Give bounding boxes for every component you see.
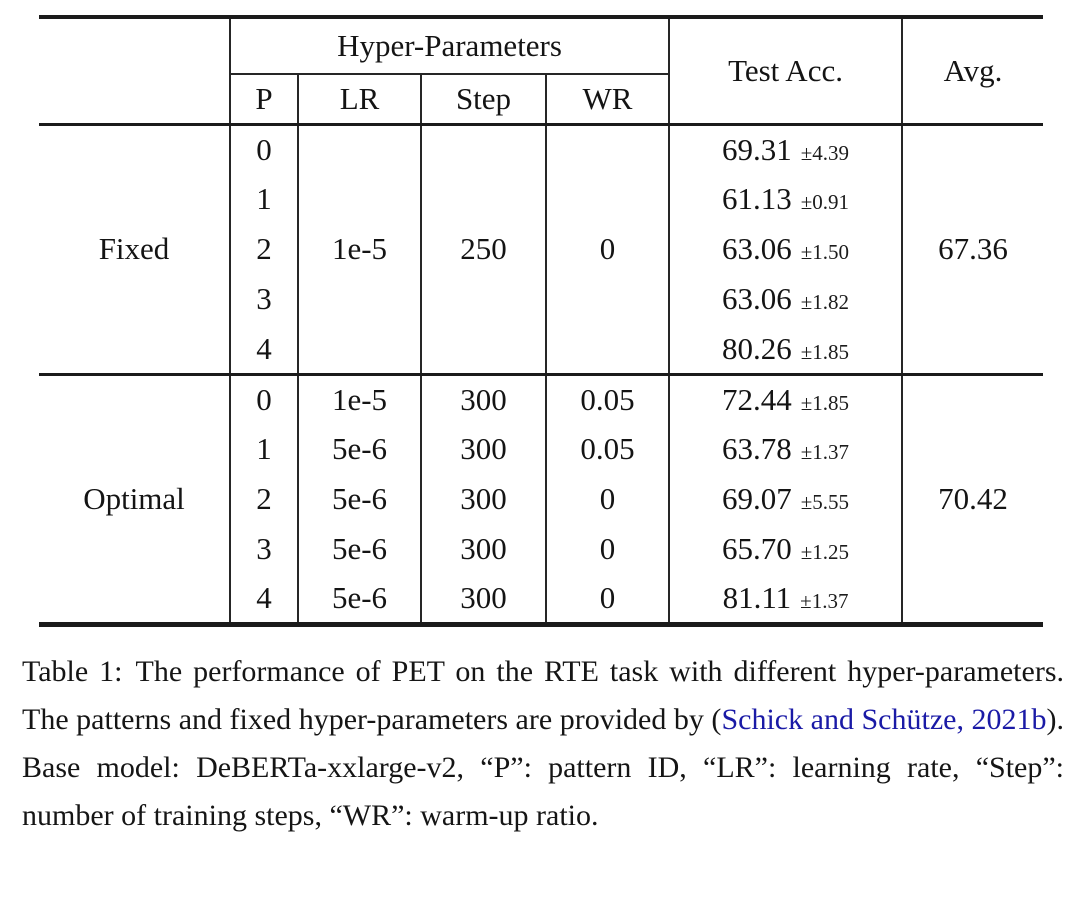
cell-p: 1 — [229, 424, 298, 474]
table-row: Fixed 0 1e-5 250 0 69.31 ±4.39 67.36 — [39, 124, 1044, 374]
cell-step: 300 — [420, 374, 546, 424]
cell-test-acc: 72.44 ±1.85 — [668, 374, 903, 424]
citation-authors-link[interactable]: Schick and Schütze — [721, 702, 957, 736]
acc-std: ±1.85 — [800, 391, 850, 416]
cell-p: 4 — [229, 574, 298, 624]
table-row: 1 61.13 ±0.91 — [39, 174, 1043, 224]
caption-text-pre: The performance of PET on the RTE task w… — [22, 654, 1065, 736]
table-row: 3 63.06 ±1.82 — [39, 274, 1043, 324]
table-row: 2 5e-6 300 0 69.07 ±5.55 — [39, 474, 1043, 524]
cell-wr-merged: 0 — [544, 124, 670, 374]
block-fixed: Fixed 0 1e-5 250 0 69.31 ±4.39 67.36 1 61… — [39, 124, 1044, 374]
results-table: Hyper-Parameters Test Acc. Avg. P LR Ste… — [39, 15, 1044, 627]
acc-std: ±1.25 — [800, 540, 850, 565]
cell-wr: 0.05 — [544, 374, 670, 424]
citation-separator: , — [956, 702, 972, 736]
acc-std: ±1.82 — [800, 290, 850, 315]
cell-p: 2 — [229, 474, 298, 524]
cell-p: 0 — [229, 124, 298, 174]
table-row: Optimal 0 1e-5 300 0.05 72.44 ±1.85 70.42 — [39, 374, 1044, 624]
cell-wr: 0.05 — [544, 424, 670, 474]
header-col-lr: LR — [297, 74, 421, 126]
row-group-label: Optimal — [83, 480, 185, 516]
acc-value: 80.26 — [722, 330, 792, 366]
cell-test-acc: 63.06 ±1.82 — [668, 274, 903, 324]
cell-test-acc: 61.13 ±0.91 — [668, 174, 903, 224]
cell-p: 3 — [229, 524, 298, 574]
acc-value: 81.11 — [722, 580, 792, 616]
acc-value: 65.70 — [722, 531, 792, 567]
cell-test-acc: 81.11 ±1.37 — [668, 574, 903, 624]
acc-value: 63.06 — [722, 231, 792, 267]
acc-value: 72.44 — [722, 382, 792, 418]
cell-lr: 5e-6 — [297, 424, 421, 474]
header-col-wr: WR — [544, 74, 670, 126]
cell-lr: 5e-6 — [297, 474, 421, 524]
cell-step-merged: 250 — [420, 124, 546, 374]
acc-std: ±1.85 — [800, 339, 850, 364]
header-col-step: Step — [420, 74, 546, 126]
citation-year-link[interactable]: 2021b — [971, 702, 1047, 736]
row-group-label: Fixed — [98, 231, 170, 267]
cell-step: 300 — [420, 474, 546, 524]
cell-test-acc: 80.26 ±1.85 — [668, 324, 903, 374]
cell-step: 300 — [420, 574, 546, 624]
cell-lr: 5e-6 — [297, 574, 421, 624]
acc-value: 63.78 — [722, 431, 792, 467]
header-group-hyper-parameters: Hyper-Parameters — [228, 17, 670, 75]
acc-value: 69.31 — [722, 132, 792, 168]
block-optimal: Optimal 0 1e-5 300 0.05 72.44 ±1.85 70.42… — [39, 374, 1044, 624]
cell-avg-merged: 67.36 — [901, 124, 1044, 374]
cell-test-acc: 69.31 ±4.39 — [668, 124, 903, 174]
header-row-sub: P LR Step WR — [39, 74, 1043, 126]
caption-label: Table 1: — [22, 654, 123, 688]
table-row: 1 5e-6 300 0.05 63.78 ±1.37 — [39, 424, 1043, 474]
acc-std: ±4.39 — [800, 141, 850, 166]
cell-p: 1 — [229, 174, 298, 224]
table-caption: Table 1: The performance of PET on the RT… — [22, 648, 1064, 840]
acc-std: ±0.91 — [800, 190, 850, 215]
cell-p: 3 — [229, 274, 298, 324]
header-test-acc: Test Acc. — [668, 17, 903, 126]
acc-value: 61.13 — [722, 181, 792, 217]
caption-text-post: ). Base model: DeBERTa-xxlarge-v2, “P”: … — [22, 702, 1064, 832]
table-row: 2 63.06 ±1.50 — [39, 224, 1043, 274]
cell-p: 2 — [229, 224, 298, 274]
acc-value: 69.07 — [722, 481, 792, 517]
cell-step: 300 — [420, 524, 546, 574]
header-avg: Avg. — [901, 17, 1044, 126]
cell-wr: 0 — [544, 524, 670, 574]
cell-lr: 5e-6 — [297, 524, 421, 574]
table-row: 4 80.26 ±1.85 — [39, 324, 1043, 374]
cell-step: 300 — [420, 424, 546, 474]
cell-p: 4 — [229, 324, 298, 374]
acc-std: ±1.37 — [800, 440, 850, 465]
acc-std: ±1.50 — [800, 240, 850, 265]
acc-std: ±1.37 — [800, 589, 849, 614]
cell-test-acc: 65.70 ±1.25 — [668, 524, 903, 574]
table-row: 4 5e-6 300 0 81.11 ±1.37 — [39, 574, 1043, 624]
header-row-group: Hyper-Parameters Test Acc. Avg. — [39, 17, 1044, 126]
table-header: Hyper-Parameters Test Acc. Avg. P LR Ste… — [39, 17, 1044, 126]
header-empty-cell — [39, 17, 230, 126]
cell-lr-merged: 1e-5 — [297, 124, 421, 374]
header-col-p: P — [229, 74, 298, 126]
table-row: 3 5e-6 300 0 65.70 ±1.25 — [39, 524, 1043, 574]
cell-test-acc: 63.06 ±1.50 — [668, 224, 903, 274]
cell-p: 0 — [229, 374, 298, 424]
acc-std: ±5.55 — [800, 490, 850, 515]
cell-test-acc: 69.07 ±5.55 — [668, 474, 903, 524]
cell-lr: 1e-5 — [297, 374, 421, 424]
cell-test-acc: 63.78 ±1.37 — [668, 424, 903, 474]
cell-avg-merged: 70.42 — [901, 374, 1044, 624]
cell-wr: 0 — [544, 474, 670, 524]
cell-wr: 0 — [544, 574, 670, 624]
acc-value: 63.06 — [722, 281, 792, 317]
